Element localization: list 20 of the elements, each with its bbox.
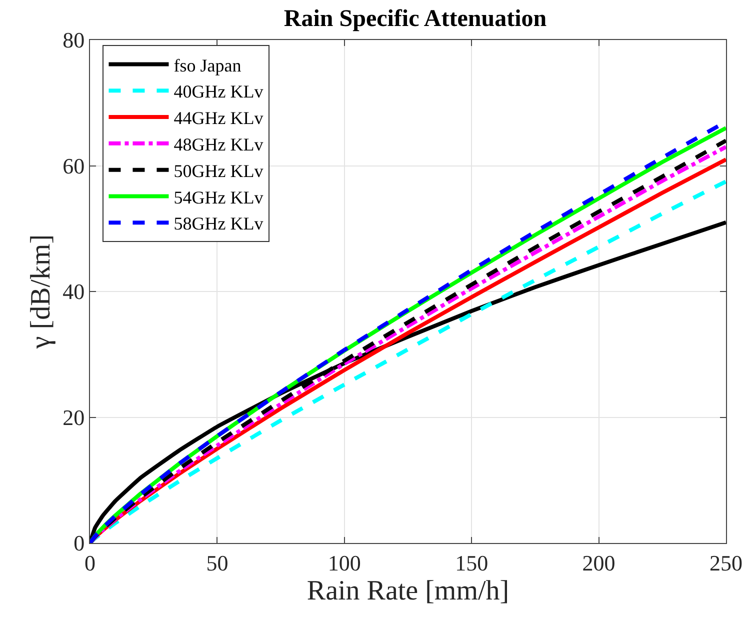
legend-label: 40GHz KLv — [174, 82, 264, 102]
y-tick-label: 80 — [62, 28, 85, 53]
y-tick-label: 20 — [62, 404, 85, 430]
x-axis-title: Rain Rate [mm/h] — [306, 575, 510, 606]
x-tick-label: 250 — [710, 550, 742, 576]
legend-label: 48GHz KLv — [174, 134, 264, 154]
x-tick-label: 50 — [206, 550, 228, 576]
legend-label: 54GHz KLv — [174, 187, 264, 208]
x-tick-label: 100 — [328, 550, 361, 576]
y-tick-label: 0 — [74, 530, 85, 556]
legend-label: 44GHz KLv — [174, 108, 264, 128]
legend-label: fso Japan — [174, 55, 242, 76]
x-tick-label: 150 — [455, 550, 488, 576]
legend-label: 50GHz KLv — [174, 160, 264, 181]
chart-title: Rain Specific Attenuation — [284, 6, 547, 32]
y-tick-label: 40 — [62, 279, 85, 304]
y-tick-label: 60 — [62, 153, 85, 178]
x-tick-label: 200 — [582, 550, 616, 576]
legend-label: 58GHz KLv — [174, 214, 264, 234]
y-axis-title: γ [dB/km] — [25, 234, 56, 350]
